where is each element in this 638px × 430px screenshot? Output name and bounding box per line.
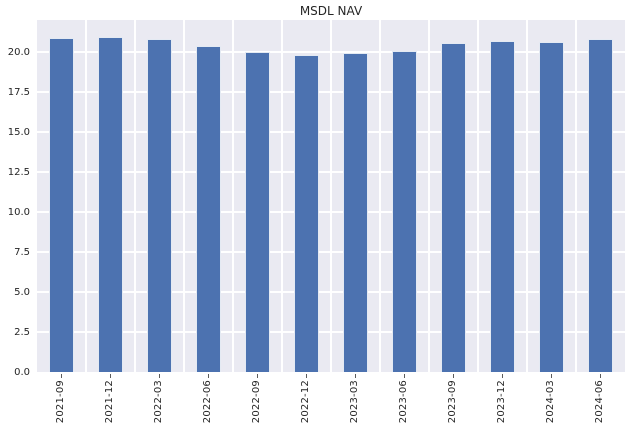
bar-2022-09 <box>245 51 270 372</box>
v-gridline <box>526 20 528 372</box>
x-tick-mark <box>404 374 405 378</box>
x-tick-mark <box>600 374 601 378</box>
x-tick-label: 2023-09 <box>446 380 458 424</box>
bar-2022-03 <box>147 39 172 372</box>
x-tick-mark <box>502 374 503 378</box>
x-tick-label: 2022-12 <box>299 380 311 424</box>
v-gridline <box>134 20 136 372</box>
v-gridline <box>85 20 87 372</box>
v-gridline <box>330 20 332 372</box>
v-gridline <box>281 20 283 372</box>
x-tick-label: 2022-03 <box>152 380 164 424</box>
bar-2021-09 <box>49 37 74 372</box>
x-tick-label: 2023-03 <box>348 380 360 424</box>
x-tick-label: 2022-06 <box>201 380 213 424</box>
x-tick-mark <box>453 374 454 378</box>
bar-2023-06 <box>392 50 417 372</box>
plot-area <box>37 20 625 372</box>
y-tick-label: 0.0 <box>14 366 30 378</box>
bar-2023-03 <box>343 52 368 372</box>
bar-2024-06 <box>588 38 613 372</box>
y-tick-label: 17.5 <box>7 86 30 98</box>
x-tick-label: 2022-09 <box>250 380 262 424</box>
y-tick-label: 12.5 <box>7 166 30 178</box>
x-tick-mark <box>61 374 62 378</box>
y-tick-label: 2.5 <box>14 326 30 338</box>
y-tick-label: 20.0 <box>7 46 30 58</box>
y-tick-label: 5.0 <box>14 286 30 298</box>
y-tick-label: 7.5 <box>14 246 30 258</box>
x-tick-label: 2024-03 <box>544 380 556 424</box>
bar-2023-12 <box>490 41 515 372</box>
v-gridline <box>428 20 430 372</box>
x-tick-mark <box>306 374 307 378</box>
v-gridline <box>232 20 234 372</box>
x-tick-label: 2023-06 <box>397 380 409 424</box>
x-tick-mark <box>110 374 111 378</box>
bar-2022-06 <box>196 45 221 372</box>
bar-2021-12 <box>98 37 123 372</box>
x-tick-label: 2021-12 <box>103 380 115 424</box>
x-tick-mark <box>159 374 160 378</box>
x-tick-mark <box>257 374 258 378</box>
x-tick-label: 2023-12 <box>495 380 507 424</box>
v-gridline <box>379 20 381 372</box>
bar-2024-03 <box>539 41 564 372</box>
bar-2022-12 <box>294 55 319 372</box>
y-tick-label: 10.0 <box>7 206 30 218</box>
v-gridline <box>183 20 185 372</box>
x-tick-mark <box>551 374 552 378</box>
bar-2023-09 <box>441 43 466 372</box>
v-gridline <box>575 20 577 372</box>
x-tick-mark <box>355 374 356 378</box>
x-tick-label: 2024-06 <box>593 380 605 424</box>
v-gridline <box>477 20 479 372</box>
x-tick-label: 2021-09 <box>54 380 66 424</box>
x-tick-mark <box>208 374 209 378</box>
chart-title: MSDL NAV <box>299 4 363 18</box>
y-tick-label: 15.0 <box>7 126 30 138</box>
